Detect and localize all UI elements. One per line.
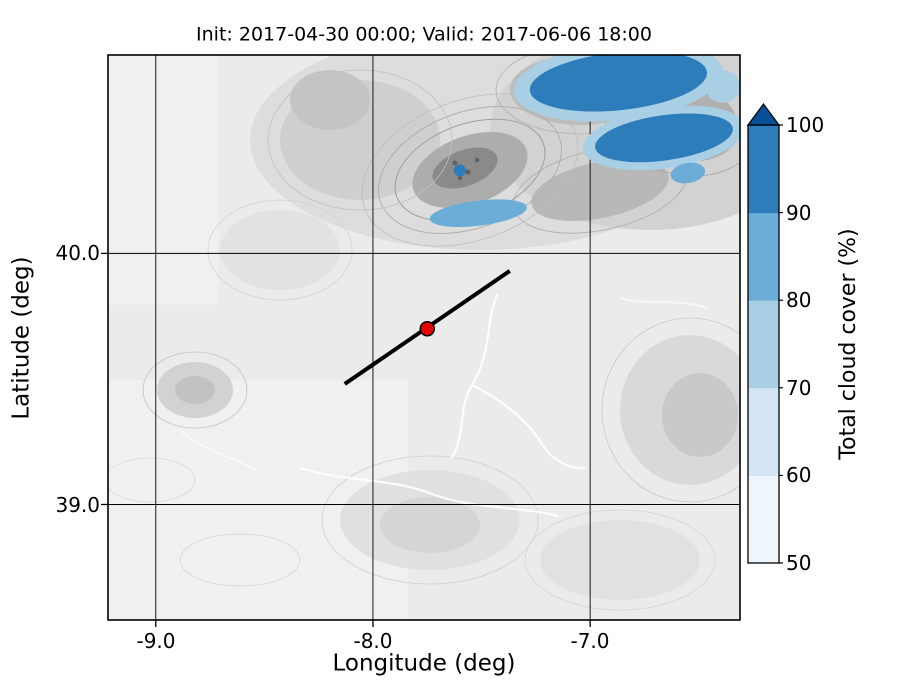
colorbar-tick-label: 70	[786, 376, 812, 400]
river-line	[178, 428, 257, 472]
terrain-hills	[662, 373, 738, 457]
colorbar-segment	[748, 212, 779, 301]
terrain-hills	[290, 70, 370, 130]
tick-layer	[101, 252, 591, 627]
terrain-hills	[175, 376, 215, 404]
plot-title: Init: 2017-04-30 00:00; Valid: 2017-06-0…	[196, 23, 652, 46]
contour-line	[321, 455, 539, 585]
cloud-patch	[670, 162, 706, 184]
contour-line	[361, 93, 579, 247]
colorbar-tick-label: 100	[786, 113, 825, 137]
colorbar-tick-label: 60	[786, 463, 812, 487]
x-tick-label: -7.0	[570, 629, 610, 653]
terrain-hills	[380, 497, 480, 553]
overlay-layer	[343, 269, 511, 386]
plot-border	[107, 54, 741, 621]
river-layer	[178, 293, 710, 518]
terrain-ridge	[531, 158, 669, 222]
river-line	[470, 383, 587, 470]
terrain-peak-speckle	[452, 160, 458, 166]
contour-line	[207, 199, 353, 301]
terrain-peak-speckle	[474, 157, 480, 163]
colorbar-tick-label: 80	[786, 288, 812, 312]
colorbar-outline	[747, 124, 780, 564]
colorbar	[746, 102, 783, 564]
station-marker	[419, 320, 436, 337]
terrain-hills	[220, 210, 340, 290]
y-tick-label: 40.0	[55, 241, 100, 265]
cloud-patch	[429, 199, 527, 228]
terrain-peak-speckle	[457, 175, 463, 181]
colorbar-segment	[748, 125, 779, 214]
y-tick-label: 39.0	[55, 493, 100, 517]
x-axis-label: Longitude (deg)	[332, 650, 516, 677]
terrain-peak-speckle	[465, 169, 471, 175]
cloud-patch	[529, 55, 707, 112]
colorbar-tick-label: 90	[786, 201, 812, 225]
colorbar-segment	[748, 300, 779, 389]
x-tick-label: -9.0	[136, 629, 176, 653]
contour-line	[179, 533, 301, 587]
cloud-patch	[453, 164, 466, 177]
colorbar-segment	[748, 387, 779, 476]
contour-line	[601, 317, 740, 503]
cloud-layer	[429, 55, 740, 228]
colorbar-label: Total cloud cover (%)	[836, 228, 861, 460]
river-line	[618, 296, 710, 310]
colorbar-tick-label: 50	[786, 551, 812, 575]
contour-line	[267, 69, 453, 211]
terrain-hills	[540, 520, 700, 600]
y-axis-label: Latitude (deg)	[8, 256, 35, 420]
terrain-lowland	[108, 55, 218, 305]
cloud-patch	[705, 70, 740, 103]
x-tick-label: -8.0	[353, 629, 393, 653]
cloud-patch	[595, 113, 733, 163]
contour-line	[378, 106, 562, 234]
colorbar-extend-triangle	[746, 102, 781, 126]
contour-line	[524, 509, 716, 611]
colorbar-segment	[748, 475, 779, 564]
contour-line	[108, 457, 196, 503]
river-line	[298, 466, 560, 518]
contour-line	[142, 351, 248, 429]
